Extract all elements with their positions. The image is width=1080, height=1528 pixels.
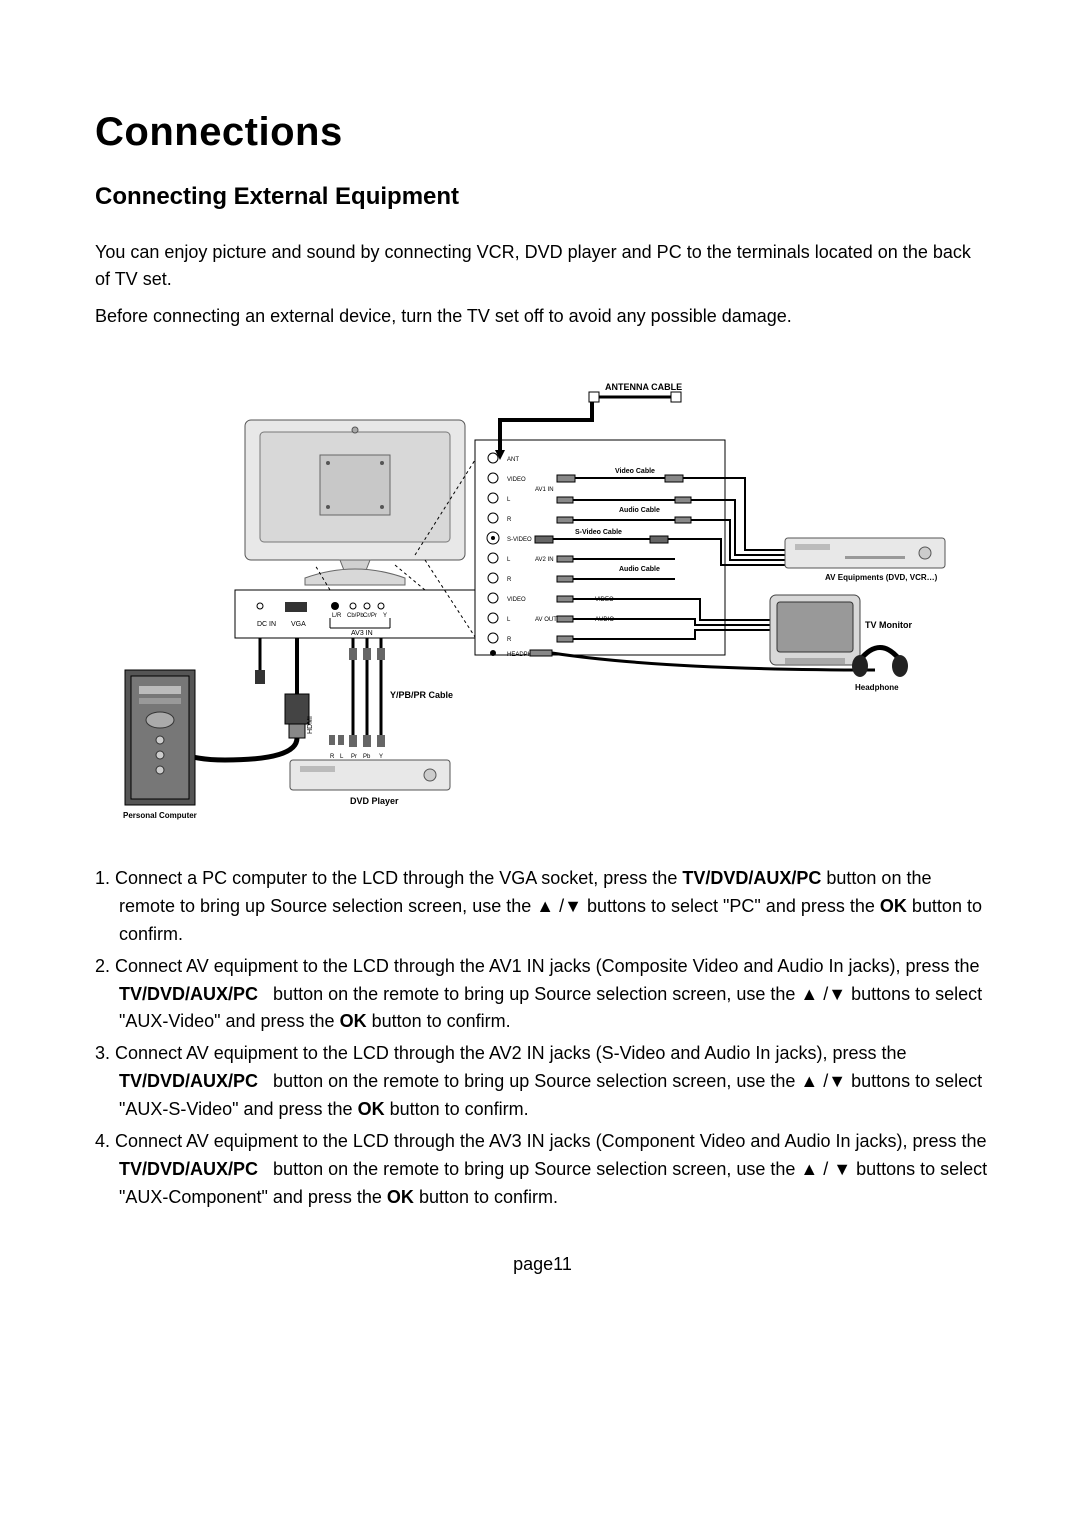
ypbpr-cable: Y/PB/PR Cable R L Pr Pb Y bbox=[329, 638, 453, 760]
tv-side-ports: ANT VIDEO L AV1 IN R S-VIDEO L AV2 IN R … bbox=[475, 440, 725, 658]
tv-monitor-icon: TV Monitor bbox=[770, 595, 912, 665]
instruction-list: 1. Connect a PC computer to the LCD thro… bbox=[95, 865, 990, 1212]
svg-text:VGA: VGA bbox=[291, 621, 306, 628]
connection-diagram: DC IN VGA L/R Cb/Pb Cr/Pr Y AV3 IN bbox=[105, 360, 990, 825]
svg-text:R: R bbox=[330, 754, 335, 760]
svg-text:VIDEO: VIDEO bbox=[507, 597, 526, 603]
svg-text:TV Monitor: TV Monitor bbox=[865, 620, 912, 630]
svg-text:Cb/Pb: Cb/Pb bbox=[347, 613, 364, 619]
svg-text:Pr: Pr bbox=[351, 754, 357, 760]
svg-text:R: R bbox=[507, 517, 512, 523]
intro-line-1: You can enjoy picture and sound by conne… bbox=[95, 239, 990, 293]
page-number: page11 bbox=[95, 1254, 990, 1275]
svg-text:AV OUT: AV OUT bbox=[535, 617, 557, 623]
dvd-player-icon: DVD Player bbox=[290, 760, 450, 806]
svg-text:AV1 IN: AV1 IN bbox=[535, 487, 554, 493]
svg-text:Personal Computer: Personal Computer bbox=[123, 811, 197, 820]
svg-text:AV2 IN: AV2 IN bbox=[535, 557, 554, 563]
svg-text:VIDEO: VIDEO bbox=[507, 477, 526, 483]
pc-tower-icon: Personal Computer bbox=[123, 670, 197, 820]
svg-text:Pb: Pb bbox=[363, 754, 371, 760]
svg-text:S-Video Cable: S-Video Cable bbox=[575, 529, 622, 536]
svg-text:HDMI: HDMI bbox=[307, 716, 314, 734]
svg-text:ANT: ANT bbox=[507, 457, 519, 463]
svg-text:AV3 IN: AV3 IN bbox=[351, 630, 373, 637]
svg-text:AV Equipments (DVD, VCR…): AV Equipments (DVD, VCR…) bbox=[825, 573, 938, 582]
instruction-1: 1. Connect a PC computer to the LCD thro… bbox=[95, 865, 990, 949]
section-subtitle: Connecting External Equipment bbox=[95, 183, 990, 211]
tv-bottom-ports: DC IN VGA L/R Cb/Pb Cr/Pr Y AV3 IN bbox=[235, 590, 495, 638]
svg-text:L/R: L/R bbox=[332, 613, 342, 619]
svg-text:ANTENNA CABLE: ANTENNA CABLE bbox=[605, 382, 682, 392]
svg-text:S-VIDEO: S-VIDEO bbox=[507, 537, 532, 543]
instruction-3: 3. Connect AV equipment to the LCD throu… bbox=[95, 1040, 990, 1124]
svg-text:R: R bbox=[507, 577, 512, 583]
instruction-4: 4. Connect AV equipment to the LCD throu… bbox=[95, 1128, 990, 1212]
svg-text:Audio Cable: Audio Cable bbox=[619, 507, 660, 514]
lcd-tv-icon bbox=[245, 420, 465, 585]
page-title: Connections bbox=[95, 110, 990, 155]
svg-text:Cr/Pr: Cr/Pr bbox=[363, 613, 377, 619]
instruction-2: 2. Connect AV equipment to the LCD throu… bbox=[95, 953, 990, 1037]
dc-plug bbox=[255, 638, 265, 684]
av-equipment-icon: AV Equipments (DVD, VCR…) bbox=[785, 538, 945, 582]
svg-text:Headphone: Headphone bbox=[855, 683, 899, 692]
svg-text:Y: Y bbox=[383, 613, 387, 619]
svg-text:L: L bbox=[340, 754, 344, 760]
svg-text:Audio Cable: Audio Cable bbox=[619, 566, 660, 573]
svg-text:DC IN: DC IN bbox=[257, 621, 276, 628]
svg-text:DVD Player: DVD Player bbox=[350, 796, 399, 806]
svg-text:Y/PB/PR Cable: Y/PB/PR Cable bbox=[390, 690, 453, 700]
svg-text:R: R bbox=[507, 637, 512, 643]
svg-text:Y: Y bbox=[379, 754, 383, 760]
intro-line-2: Before connecting an external device, tu… bbox=[95, 303, 990, 330]
svg-text:Video Cable: Video Cable bbox=[615, 468, 655, 475]
